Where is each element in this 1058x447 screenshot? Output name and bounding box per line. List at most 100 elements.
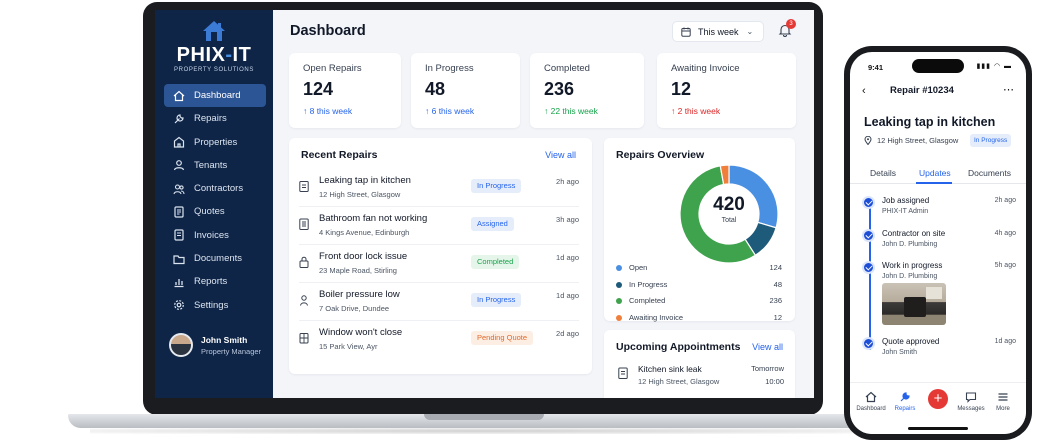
sidebar-item-reports[interactable]: Reports — [164, 270, 266, 293]
wrench-icon — [174, 114, 184, 124]
timeline-item: Job assigned PHIX-IT Admin 2h ago — [862, 196, 1016, 220]
sidebar-item-label: Tenants — [194, 159, 228, 171]
stat-label: In Progress — [425, 63, 474, 74]
legend-dot — [616, 281, 622, 288]
table-row[interactable]: Leaking tap in kitchen 12 High Street, G… — [299, 169, 579, 207]
home-icon — [865, 391, 877, 403]
timeline-sub: John D. Plumbing — [882, 273, 938, 280]
table-row[interactable]: Bathroom fan not working 4 Kings Avenue,… — [299, 207, 579, 245]
invoice-icon — [174, 229, 184, 241]
calendar-icon — [681, 27, 691, 37]
stat-label: Completed — [544, 63, 590, 74]
check-circle-icon — [862, 196, 875, 209]
appointment-doc-icon — [618, 367, 628, 379]
phone-nav-dashboard[interactable]: Dashboard — [854, 391, 888, 412]
main-content: Dashboard This week ⌄ 3 Open Repairs 124… — [273, 10, 814, 398]
phone-clock: 9:41 — [868, 63, 884, 72]
phone-nav-messages[interactable]: Messages — [954, 391, 988, 412]
user-profile[interactable]: John Smith Property Manager — [169, 333, 261, 357]
timeline-title: Quote approved — [882, 337, 940, 346]
kitchen-photo-thumbnail[interactable] — [882, 283, 946, 325]
brand-logo[interactable]: PHIX-IT PROPERTY SOLUTIONS — [155, 20, 273, 73]
panel-title: Recent Repairs — [301, 149, 378, 161]
repair-address: 23 Maple Road, Stirling — [319, 266, 397, 275]
sidebar-item-repairs[interactable]: Repairs — [164, 107, 266, 130]
repair-detail-address: 12 High Street, Glasgow — [864, 136, 958, 145]
date-range-select[interactable]: This week ⌄ — [672, 21, 764, 42]
donut-center: 420 Total — [679, 194, 779, 224]
table-row[interactable]: Window won't close 15 Park View, Ayr Pen… — [299, 321, 579, 359]
more-dots-icon[interactable]: ⋯ — [1003, 84, 1014, 96]
sidebar-item-properties[interactable]: Properties — [164, 131, 266, 154]
sidebar-item-quotes[interactable]: Quotes — [164, 200, 266, 223]
recent-repairs-panel: Recent Repairs View all Leaking tap in k… — [289, 138, 592, 374]
phone-nav-label: Messages — [957, 406, 985, 412]
legend-dot — [616, 298, 622, 305]
user-name: John Smith — [201, 334, 248, 345]
repair-address: 15 Park View, Ayr — [319, 342, 378, 351]
tab-updates[interactable]: Updates — [919, 168, 951, 178]
appointment-time: 10:00 — [765, 377, 784, 386]
sidebar-item-invoices[interactable]: Invoices — [164, 224, 266, 247]
stat-delta: ↑ 2 this week — [671, 106, 721, 116]
repair-address: 4 Kings Avenue, Edinburgh — [319, 228, 410, 237]
menu-icon — [998, 393, 1008, 401]
table-row[interactable]: Boiler pressure low 7 Oak Drive, Dundee … — [299, 283, 579, 321]
quote-doc-icon — [174, 206, 184, 218]
laptop-base — [68, 414, 900, 428]
view-all-appointments-link[interactable]: View all — [752, 342, 783, 352]
phone-nav-repairs[interactable]: Repairs — [888, 391, 922, 412]
dynamic-island — [912, 59, 964, 73]
view-all-repairs-link[interactable]: View all — [545, 150, 576, 160]
stat-card-in-progress[interactable]: In Progress 48 ↑ 6 this week — [411, 53, 520, 128]
legend-item: Open 124 — [616, 263, 782, 275]
legend-item: Completed 236 — [616, 296, 782, 308]
sidebar-item-label: Settings — [194, 299, 229, 311]
tab-documents[interactable]: Documents — [968, 168, 1011, 178]
appointment-day: Tomorrow — [751, 364, 784, 373]
legend-label: Completed — [629, 296, 666, 305]
stat-card-open-repairs[interactable]: Open Repairs 124 ↑ 8 this week — [289, 53, 401, 128]
sidebar-item-documents[interactable]: Documents — [164, 247, 266, 270]
sidebar-item-tenants[interactable]: Tenants — [164, 154, 266, 177]
sidebar-item-label: Dashboard — [194, 90, 241, 101]
repair-title: Leaking tap in kitchen — [319, 175, 411, 186]
status-badge: In Progress — [471, 179, 522, 193]
repair-time: 1d ago — [556, 291, 579, 300]
sidebar-item-dashboard[interactable]: Dashboard — [164, 84, 266, 107]
legend-value: 236 — [769, 296, 782, 305]
timeline-item: Quote approved John Smith 1d ago — [862, 337, 1016, 361]
add-repair-button[interactable]: + — [928, 389, 948, 409]
timeline-item: Contractor on site John D. Plumbing 4h a… — [862, 229, 1016, 253]
location-pin-icon — [864, 136, 872, 145]
house-logo-icon — [202, 20, 226, 42]
laptop-screen: PHIX-IT PROPERTY SOLUTIONS Dashboard Rep… — [155, 10, 814, 398]
clipboard-icon — [299, 181, 309, 192]
people-icon — [173, 184, 185, 194]
building-icon — [173, 136, 185, 148]
status-badge: Completed — [471, 255, 520, 269]
table-row[interactable]: Front door lock issue 23 Maple Road, Sti… — [299, 245, 579, 283]
repair-address: 12 High Street, Glasgow — [319, 190, 401, 199]
phone-nav-more[interactable]: More — [986, 391, 1020, 412]
appointment-item[interactable]: Kitchen sink leak 12 High Street, Glasgo… — [616, 364, 784, 394]
sidebar-item-label: Quotes — [194, 206, 225, 218]
notification-badge: 3 — [786, 19, 796, 29]
timeline-item: Work in progress John D. Plumbing 5h ago — [862, 261, 1016, 285]
back-arrow-icon[interactable]: ‹ — [862, 85, 866, 97]
active-tab-indicator — [916, 182, 952, 184]
stat-card-awaiting-invoice[interactable]: Awaiting Invoice 12 ↑ 2 this week — [657, 53, 796, 128]
sidebar-item-contractors[interactable]: Contractors — [164, 177, 266, 200]
repair-title: Bathroom fan not working — [319, 213, 428, 224]
appointments-panel: Upcoming Appointments View all Kitchen s… — [604, 330, 795, 398]
sidebar-item-settings[interactable]: Settings — [164, 294, 266, 317]
donut-slice-completed[interactable] — [679, 165, 757, 264]
home-icon — [173, 90, 185, 101]
panel-title: Repairs Overview — [616, 149, 705, 161]
donut-slice-awaiting-invoice[interactable] — [719, 164, 730, 186]
chart-icon — [174, 278, 184, 288]
tab-details[interactable]: Details — [870, 168, 896, 178]
brand-name: PHIX-IT — [176, 44, 252, 66]
stat-card-completed[interactable]: Completed 236 ↑ 22 this week — [530, 53, 644, 128]
phone-status-icons: ▮▮▮ ◠ ▬ — [976, 63, 1012, 70]
